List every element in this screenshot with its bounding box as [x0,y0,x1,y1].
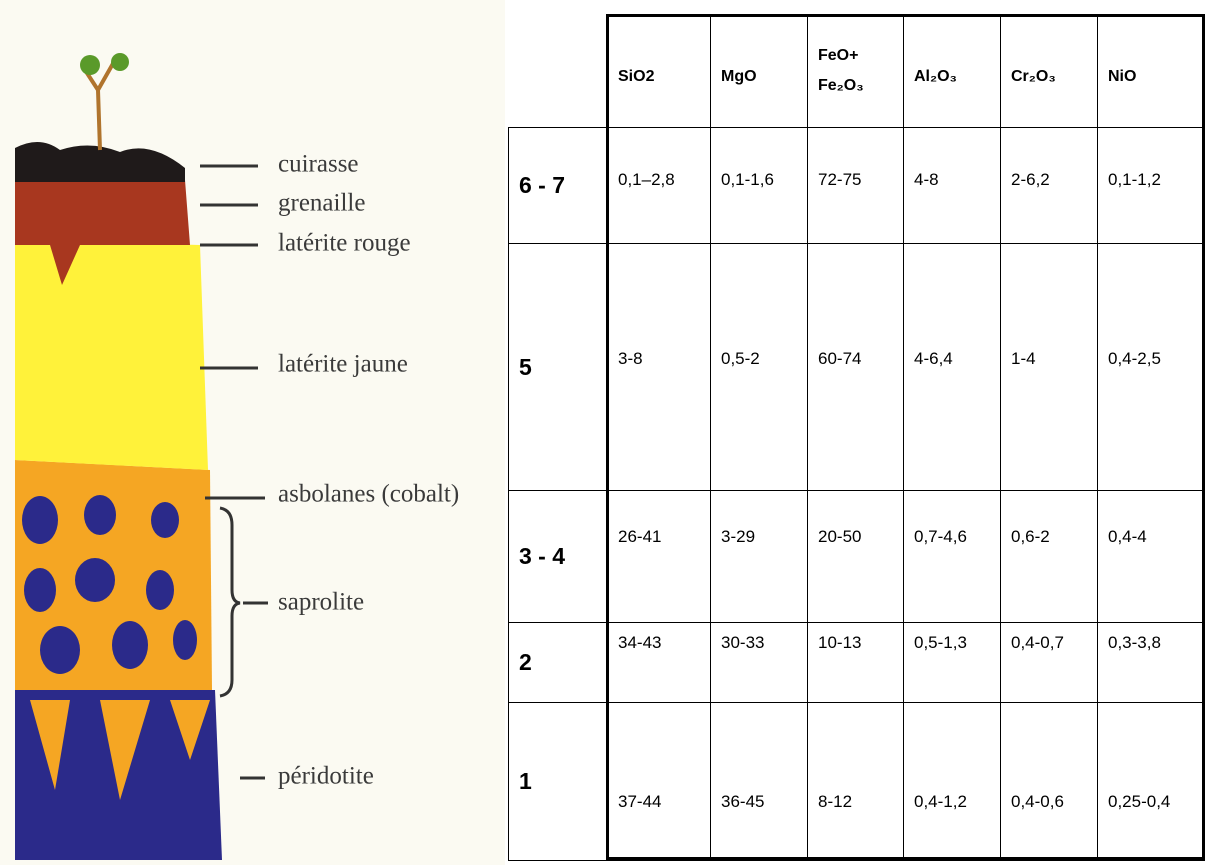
table-cell: 0,3-3,8 [1097,622,1205,703]
table-cell: 34-43 [607,622,711,703]
cell-text: 0,1-1,6 [721,169,774,189]
cell-text: 37-44 [618,791,662,811]
row-label: 1 [508,702,608,861]
cell-text: 10-13 [818,632,862,652]
table-cell: 0,1-1,6 [710,127,808,244]
header-cell: Cr₂O₃ [1000,14,1098,128]
table-cell: 8-12 [807,702,904,861]
table-cell: 20-50 [807,490,904,623]
table-cell: 10-13 [807,622,904,703]
cell-text: 8-12 [818,791,853,811]
table-cell: 37-44 [607,702,711,861]
table-cell: 0,4-4 [1097,490,1205,623]
cell-text: 0,4-0,6 [1011,791,1064,811]
cell-text: 3-8 [618,349,643,368]
cell-text: 0,7-4,6 [914,526,967,546]
header-cell: NiO [1097,14,1205,128]
table-cell: 36-45 [710,702,808,861]
row-label: 5 [508,243,608,491]
header-cell: MgO [710,14,808,128]
header-cell: SiO2 [607,14,711,128]
table-cell: 0,25-0,4 [1097,702,1205,861]
layer-label: saprolite [278,589,364,616]
cell-text: 34-43 [618,632,662,652]
cell-text: 26-41 [618,526,662,546]
saprolite-blocks [22,495,210,800]
cell-text: 0,4-4 [1108,526,1147,546]
cell-text: 0,4-1,2 [914,791,967,811]
table-cell: 26-41 [607,490,711,623]
laterite-profile: cuirasse grenaille latérite rouge latérite … [0,0,505,865]
cell-text: 36-45 [721,791,765,811]
cell-text: 72-75 [818,169,862,189]
layer-label: péridotite [278,763,374,790]
table-cell: 0,5-1,3 [903,622,1001,703]
row-label: 2 [508,622,608,703]
table-cell: 0,4-1,2 [903,702,1001,861]
table-cell: 60-74 [807,243,904,491]
leaf [111,53,129,71]
layer-label: latérite jaune [278,351,408,378]
header-lines: FeO+ Fe₂O₃ [818,41,864,101]
cell-text: 3-29 [721,526,756,546]
header-line: Fe₂O₃ [818,77,864,94]
cell-text: 0,5-1,3 [914,632,967,652]
table-cell: 0,4-2,5 [1097,243,1205,491]
layer-label: cuirasse [278,151,359,178]
cell-text: 0,4-2,5 [1108,349,1161,368]
table-cell: 2-6,2 [1000,127,1098,244]
cell-text: 0,4-0,7 [1011,632,1064,652]
layer-label: grenaille [278,190,365,217]
table-cell: 4-6,4 [903,243,1001,491]
header-cell: FeO+ Fe₂O₃ [807,14,904,128]
cell-text: 2-6,2 [1011,169,1050,189]
row-label: 6 - 7 [508,127,608,244]
cell-text: 0,1–2,8 [618,169,675,189]
table-cell: 0,5-2 [710,243,808,491]
cell-text: 4-8 [914,169,939,189]
table-cell: 0,1-1,2 [1097,127,1205,244]
leaf [80,55,100,75]
table-cell: 1-4 [1000,243,1098,491]
table-cell: 72-75 [807,127,904,244]
table-cell: 0,4-0,6 [1000,702,1098,861]
cell-text: 0,6-2 [1011,526,1050,546]
cell-text: 60-74 [818,349,862,368]
table-cell: 4-8 [903,127,1001,244]
cell-text: 0,3-3,8 [1108,632,1161,652]
table-cell: 0,4-0,7 [1000,622,1098,703]
table-cell: 3-29 [710,490,808,623]
table-cell: 0,7-4,6 [903,490,1001,623]
header-line: FeO+ [818,47,859,64]
cell-text: 0,5-2 [721,349,760,368]
layer-label: asbolanes (cobalt) [278,481,459,508]
cell-text: 0,25-0,4 [1108,791,1171,811]
table-cell: 30-33 [710,622,808,703]
cell-text: 1-4 [1011,349,1036,368]
label-lines [200,164,268,780]
cell-text: 20-50 [818,526,862,546]
yellow-laterite-layer [15,240,208,470]
red-laterite-layer [15,180,190,285]
cell-text: 30-33 [721,632,765,652]
layer-label: latérite rouge [278,230,411,257]
bracket [219,506,241,698]
table-cell: 0,6-2 [1000,490,1098,623]
cell-text: 4-6,4 [914,349,953,368]
table-cell: 0,1–2,8 [607,127,711,244]
table-cell: 3-8 [607,243,711,491]
cell-text: 0,1-1,2 [1108,169,1161,189]
header-cell: Al₂O₃ [903,14,1001,128]
row-label: 3 - 4 [508,490,608,623]
cuirasse-layer [15,141,185,182]
